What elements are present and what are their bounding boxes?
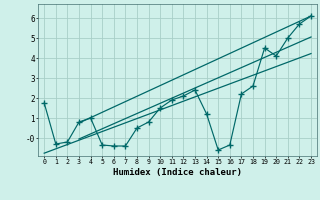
X-axis label: Humidex (Indice chaleur): Humidex (Indice chaleur) xyxy=(113,168,242,177)
